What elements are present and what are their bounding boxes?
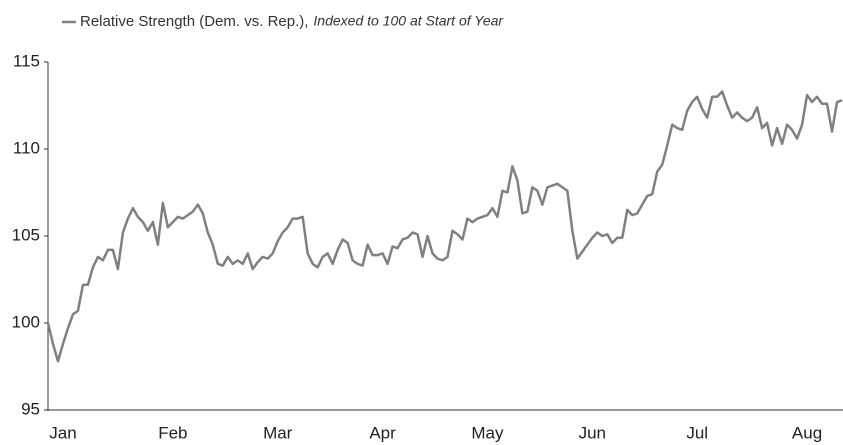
y-tick-label: 115 — [13, 51, 40, 70]
x-tick-label: Feb — [158, 423, 187, 442]
legend-note: Indexed to 100 at Start of Year — [313, 13, 504, 29]
x-tick-label: Aug — [792, 423, 822, 442]
y-tick-label: 95 — [21, 399, 40, 418]
y-tick-label: 110 — [13, 138, 40, 157]
x-tick-label: Apr — [369, 423, 396, 442]
legend-label: Relative Strength (Dem. vs. Rep.), — [80, 13, 308, 30]
x-tick-label: May — [471, 423, 504, 442]
x-tick-label: Jan — [49, 423, 76, 442]
data-line — [46, 90, 843, 363]
x-tick-label: Jul — [686, 423, 708, 442]
x-tick-label: Jun — [579, 423, 606, 442]
y-tick-label: 105 — [12, 225, 40, 244]
x-tick-label: Mar — [263, 423, 293, 442]
y-tick-label: 100 — [12, 312, 40, 331]
